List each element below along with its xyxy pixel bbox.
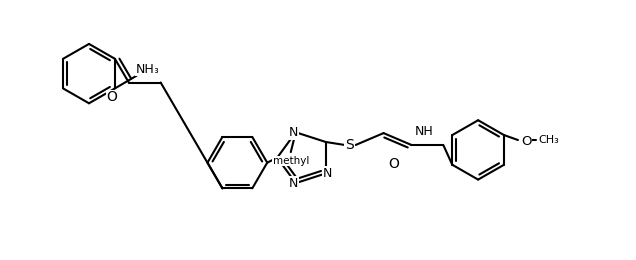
Text: NH: NH [135, 63, 154, 76]
Text: N: N [289, 126, 298, 139]
Text: CH₃: CH₃ [539, 135, 560, 145]
Text: methyl: methyl [273, 156, 309, 166]
Text: CH₃: CH₃ [139, 64, 160, 75]
Text: O: O [388, 157, 399, 171]
Text: N: N [289, 177, 298, 190]
Text: O: O [106, 90, 117, 105]
Text: O: O [521, 134, 532, 147]
Text: N: N [323, 167, 333, 180]
Text: NH: NH [415, 125, 434, 138]
Text: S: S [345, 138, 354, 152]
